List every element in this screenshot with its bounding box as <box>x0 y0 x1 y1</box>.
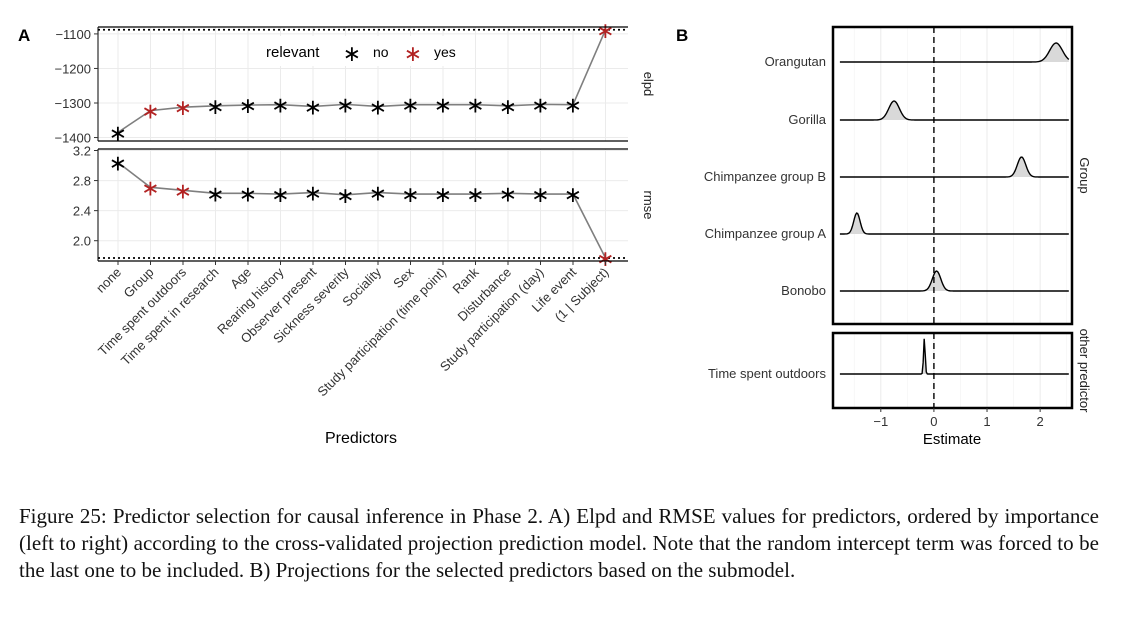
legend-marker-no: ∗ <box>343 42 361 67</box>
facet-strip-label: Group <box>1077 157 1092 193</box>
y-tick-label: 3.2 <box>73 144 91 159</box>
y-tick-label: 2.4 <box>73 204 91 219</box>
data-point-marker: ∗ <box>401 94 419 119</box>
x-tick-label: 1 <box>983 414 990 429</box>
density-fill <box>839 338 1069 374</box>
y-tick-label: −1300 <box>54 96 91 111</box>
y-tick-label: Chimpanzee group B <box>704 169 826 184</box>
legend-background <box>258 36 466 66</box>
panel-b-gridlines <box>853 27 1068 408</box>
x-tick-label: Age <box>227 265 254 292</box>
data-point-marker: ∗ <box>109 121 127 146</box>
data-point-marker: ∗ <box>466 94 484 119</box>
panel-a-axes: −1100 −1200 −1300 −1400 elpd 3.2 2.8 2.4 2.0 rmse… <box>54 26 656 399</box>
data-point-marker: ∗ <box>564 183 582 208</box>
density-curve <box>839 156 1069 178</box>
x-tick-label: none <box>93 265 124 296</box>
data-point-marker: ∗ <box>174 96 192 121</box>
data-point-marker: ∗ <box>174 179 192 204</box>
density-fill <box>839 43 1069 62</box>
panel-b-chart: Orangutan Gorilla Chimpanzee group B Chimpa… <box>704 25 1092 448</box>
x-tick-label: 2 <box>1037 414 1044 429</box>
legend-title: relevant <box>266 44 320 61</box>
data-point-marker: ∗ <box>596 247 614 272</box>
facet-frame <box>831 25 1074 326</box>
y-tick-label: Chimpanzee group A <box>705 226 827 241</box>
figure-caption: Figure 25: Predictor selection for causa… <box>19 504 1099 582</box>
legend: relevant ∗ no ∗ yes <box>258 36 466 67</box>
y-tick-label: 2.8 <box>73 174 91 189</box>
data-point-marker: ∗ <box>271 183 289 208</box>
data-point-marker: ∗ <box>271 94 289 119</box>
data-point-marker: ∗ <box>141 100 159 125</box>
data-point-marker: ∗ <box>564 94 582 119</box>
panel-b-data <box>839 27 1070 408</box>
data-point-marker: ∗ <box>304 182 322 207</box>
data-point-marker: ∗ <box>369 182 387 207</box>
x-tick-label: −1 <box>873 414 888 429</box>
series-line <box>117 161 607 259</box>
data-point-marker: ∗ <box>531 93 549 118</box>
legend-label-no: no <box>373 44 389 60</box>
panel-b-x-axis-title: Estimate <box>923 431 981 448</box>
density-fill <box>839 101 1069 120</box>
data-point-marker: ∗ <box>531 183 549 208</box>
density-curve <box>839 338 1069 375</box>
panel-a-data: ∗ ∗ ∗ ∗ ∗ ∗ ∗ ∗ ∗ ∗ ∗ ∗ ∗ ∗ ∗ ∗ ∗ ∗ ∗ ∗ ∗ ∗ ∗ ∗ ∗ ∗ ∗ ∗ ∗ ∗ ∗ ∗ <box>98 19 628 272</box>
data-point-marker: ∗ <box>336 184 354 209</box>
data-point-marker: ∗ <box>206 182 224 207</box>
density-curve <box>839 212 1069 235</box>
density-curve <box>839 100 1069 121</box>
panel-a-label: A <box>18 26 30 45</box>
data-point-marker: ∗ <box>206 95 224 120</box>
data-point-marker: ∗ <box>109 152 127 177</box>
y-tick-label: Time spent outdoors <box>708 366 827 381</box>
facet-strip-label: elpd <box>641 72 656 97</box>
density-fill <box>839 157 1069 177</box>
y-tick-label: Bonobo <box>781 283 826 298</box>
legend-label-yes: yes <box>434 44 456 60</box>
data-point-marker: ∗ <box>434 94 452 119</box>
data-point-marker: ∗ <box>369 95 387 120</box>
data-point-marker: ∗ <box>596 19 614 44</box>
density-curve <box>839 42 1070 63</box>
series-line <box>117 29 607 134</box>
facet-strip-label: other predictor <box>1077 329 1092 413</box>
data-point-marker: ∗ <box>239 94 257 119</box>
x-tick-label: 0 <box>930 414 937 429</box>
data-point-marker: ∗ <box>336 93 354 118</box>
x-tick-label: Sex <box>390 264 417 291</box>
y-tick-label: −1400 <box>54 131 91 146</box>
data-point-marker: ∗ <box>499 95 517 120</box>
legend-marker-yes: ∗ <box>404 42 422 67</box>
data-point-marker: ∗ <box>304 95 322 120</box>
data-point-marker: ∗ <box>141 176 159 201</box>
density-fill <box>839 213 1069 234</box>
panel-a-x-axis-title: Predictors <box>325 430 397 447</box>
y-tick-label: 2.0 <box>73 234 91 249</box>
data-point-marker: ∗ <box>434 183 452 208</box>
y-tick-label: Gorilla <box>788 112 826 127</box>
density-curve <box>839 270 1069 292</box>
data-point-marker: ∗ <box>239 182 257 207</box>
panel-b-label: B <box>676 26 688 45</box>
panel-a-chart: ∗∗ ∗ ∗ ∗ ∗ ∗ ∗ ∗ ∗ ∗ ∗ ∗ ∗ ∗∗∗∗ ∗ ∗ ∗ ∗ ∗ ∗ ∗ ∗ ∗ ∗ ∗ ∗ ∗∗ −1100−1… <box>54 19 656 447</box>
y-tick-label: Orangutan <box>765 54 826 69</box>
data-point-marker: ∗ <box>499 182 517 207</box>
density-fill <box>839 271 1069 291</box>
data-point-marker: ∗ <box>466 183 484 208</box>
y-tick-label: −1100 <box>55 27 91 42</box>
facet-frame <box>831 331 1074 410</box>
y-tick-label: −1200 <box>54 61 91 76</box>
facet-strip-label: rmse <box>641 191 656 220</box>
data-point-marker: ∗ <box>401 183 419 208</box>
panel-b-axes: Orangutan Gorilla Chimpanzee group B Chimpa… <box>704 25 1092 429</box>
